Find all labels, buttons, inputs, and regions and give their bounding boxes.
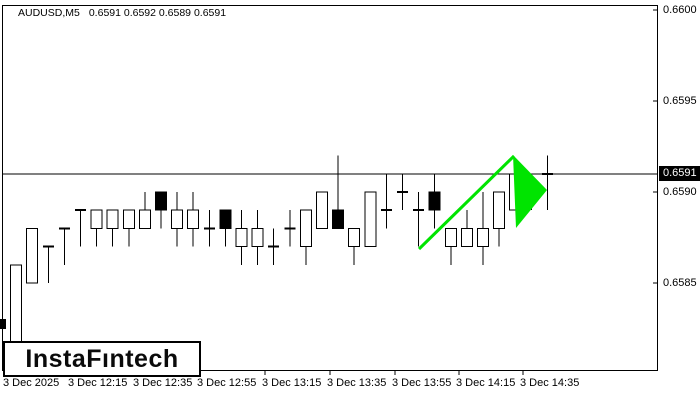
chart-frame — [2, 5, 658, 371]
trend-arrow-head — [513, 155, 547, 228]
candle-body — [122, 209, 135, 229]
candle-body — [155, 191, 167, 211]
price-axis-label: 0.6590 — [663, 185, 697, 198]
candle-body — [348, 227, 361, 248]
time-axis-label: 3 Dec 12:15 — [68, 377, 128, 389]
ohlc-quotes: 0.6591 0.6592 0.6589 0.6591 — [88, 7, 227, 19]
candle-body — [235, 227, 248, 248]
trend-arrow-line — [417, 154, 516, 251]
candle-body — [187, 209, 200, 229]
time-axis-label: 3 Dec 14:15 — [456, 377, 516, 389]
candle-body — [493, 191, 506, 229]
time-axis-label: 3 Dec 14:35 — [520, 377, 580, 389]
price-axis-label: 0.6600 — [663, 3, 697, 16]
candle-body — [10, 264, 23, 348]
candle-body — [251, 227, 264, 248]
bid-price-badge: 0.6591 — [659, 165, 700, 181]
candle-body — [0, 318, 6, 329]
time-axis[interactable]: 3 Dec 2025 3 Dec 12:15 3 Dec 12:35 3 Dec 12… — [0, 371, 658, 400]
candle-body — [316, 191, 328, 229]
candle-body — [428, 191, 441, 211]
candle-body — [106, 209, 119, 229]
price-axis-label: 0.6585 — [663, 276, 697, 289]
symbol-period-label: AUDUSD,M5 — [18, 7, 80, 19]
time-axis-label: 3 Dec 13:55 — [392, 377, 452, 389]
time-axis-label: 3 Dec 13:35 — [327, 377, 387, 389]
candle-body — [26, 227, 39, 284]
candle-body — [477, 227, 489, 248]
candle-body — [219, 209, 232, 229]
time-axis-label: 3 Dec 13:15 — [262, 377, 322, 389]
candle-body — [364, 191, 377, 248]
time-axis-label: 3 Dec 2025 — [3, 377, 60, 389]
price-axis-label: 0.6595 — [663, 94, 697, 107]
candle-body — [332, 209, 345, 229]
time-axis-label: 3 Dec 12:55 — [197, 377, 257, 389]
candle-body — [444, 227, 457, 248]
instafintech-logo-text: InstaFıntech — [25, 344, 179, 373]
candle-body — [171, 209, 184, 229]
candle-body — [460, 227, 473, 248]
candle-body — [299, 209, 312, 248]
instafintech-logo: InstaFıntech — [3, 341, 201, 377]
price-axis[interactable]: 0.6591 0.6600 0.6595 0.6590 0.6585 — [658, 0, 700, 400]
chart-title: AUDUSD,M5 0.6591 0.6592 0.6589 0.6591 — [18, 7, 226, 19]
candle-body — [90, 209, 103, 229]
candle-body — [138, 209, 151, 229]
time-axis-label: 3 Dec 12:35 — [133, 377, 193, 389]
